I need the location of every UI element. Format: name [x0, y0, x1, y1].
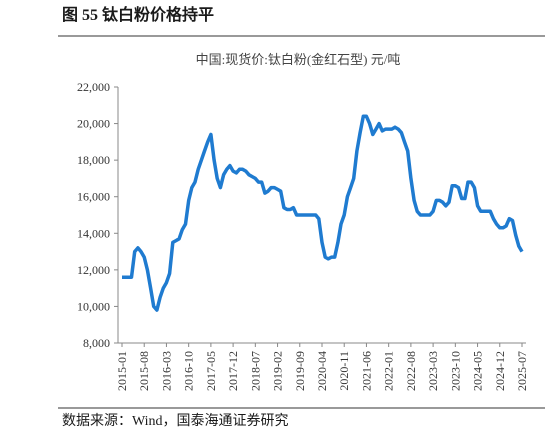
y-tick-label: 14,000: [77, 226, 110, 240]
y-tick-label: 20,000: [77, 117, 110, 131]
source: 数据来源：Wind，国泰海通证券研究: [62, 413, 289, 429]
x-tick-label: 2025-07: [515, 351, 529, 391]
y-tick-label: 12,000: [77, 263, 110, 277]
x-tick-label: 2015-01: [115, 351, 129, 391]
y-tick-label: 8,000: [83, 336, 110, 350]
x-tick-label: 2022-01: [382, 351, 396, 391]
x-tick-label: 2024-12: [493, 351, 507, 391]
x-tick-label: 2022-08: [404, 351, 418, 391]
x-tick-label: 2016-10: [182, 351, 196, 391]
x-tick-label: 2024-05: [471, 351, 485, 391]
page-title: 图 55 钛白粉价格持平: [62, 5, 214, 24]
x-tick-label: 2016-03: [159, 351, 173, 391]
x-tick-label: 2023-10: [448, 351, 462, 391]
x-tick-label: 2017-12: [226, 351, 240, 391]
y-tick-label: 10,000: [77, 299, 110, 313]
x-tick-label: 2015-08: [137, 351, 151, 391]
y-tick-label: 16,000: [77, 190, 110, 204]
x-tick-label: 2021-06: [359, 351, 373, 391]
x-tick-label: 2019-02: [271, 351, 285, 391]
x-tick-label: 2018-07: [248, 351, 262, 391]
x-tick-label: 2023-03: [426, 351, 440, 391]
chart-title: 中国:现货价:钛白粉(金红石型) 元/吨: [196, 52, 401, 67]
x-tick-label: 2020-04: [315, 351, 329, 391]
x-tick-label: 2017-05: [204, 351, 218, 391]
y-tick-label: 22,000: [77, 80, 110, 94]
series-line: [122, 114, 524, 312]
y-tick-label: 18,000: [77, 153, 110, 167]
x-tick-label: 2019-09: [293, 351, 307, 391]
x-tick-label: 2020-11: [337, 351, 351, 391]
